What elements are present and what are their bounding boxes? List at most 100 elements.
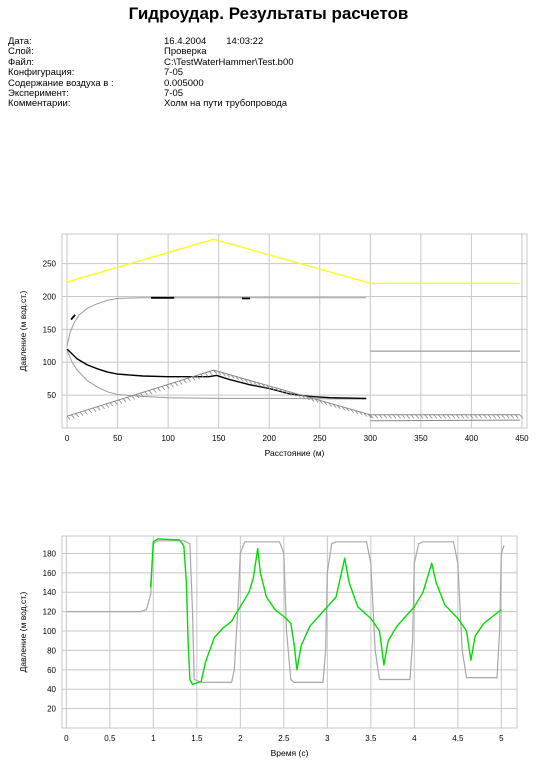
- hatch-tick: [170, 383, 174, 388]
- series-line: [66, 297, 367, 346]
- y-tick-label: 60: [47, 666, 56, 675]
- hatch-tick: [131, 395, 136, 400]
- series-line: [66, 540, 505, 683]
- hatch-tick: [187, 377, 192, 383]
- hatch-tick: [157, 387, 161, 392]
- info-label: Комментарии:: [8, 98, 71, 110]
- x-axis-label: Время (с): [271, 748, 309, 758]
- hatch-tick: [392, 414, 397, 419]
- hatch-tick: [383, 414, 388, 419]
- hatch-tick: [239, 377, 244, 382]
- x-tick-label: 200: [263, 434, 277, 443]
- x-tick-label: 5: [499, 734, 504, 743]
- hatch-tick: [244, 378, 248, 383]
- hatch-tick: [222, 372, 226, 377]
- info-value: 7-05: [164, 67, 184, 79]
- hatch-tick: [483, 414, 487, 419]
- pressure-time-chart: 0 0.5 1 1.5 2 2.5 3 3.5 4 4.5 5 20 40 60 80 100 120 140 16…: [18, 535, 518, 758]
- hatch-tick: [217, 371, 222, 376]
- info-label: Эксперимент:: [8, 88, 69, 100]
- hatch-tick: [122, 398, 127, 403]
- hatch-tick: [337, 405, 341, 410]
- hatch-tick: [319, 400, 323, 405]
- hatch-tick: [292, 392, 297, 397]
- hatch-tick: [75, 413, 79, 418]
- hatch-tick: [397, 414, 401, 419]
- info-row: Слой: Проверка: [8, 46, 294, 58]
- hatch-tick: [519, 414, 524, 419]
- hatch-tick: [83, 410, 88, 415]
- hatch-tick: [501, 414, 506, 419]
- hatch-tick: [359, 411, 363, 416]
- hatch-tick: [140, 392, 144, 397]
- y-tick-label: 160: [43, 569, 57, 578]
- info-row: Эксперимент: 7-05: [8, 88, 294, 100]
- hatch-tick: [79, 411, 84, 416]
- hatch-tick: [248, 379, 253, 384]
- hatch-tick: [354, 410, 359, 415]
- x-axis-label: Расстояние (м): [265, 448, 325, 458]
- hatch-tick: [165, 384, 170, 389]
- hatch-tick: [279, 388, 284, 393]
- info-row: Комментарии: Холм на пути трубопровода: [8, 98, 294, 110]
- hatch-tick: [275, 387, 279, 392]
- plot-area: [61, 535, 518, 729]
- hatch-tick: [474, 414, 478, 419]
- info-row: Дата: 16.4.2004 14:03:22: [8, 36, 294, 47]
- hatch-tick: [288, 391, 293, 396]
- hatch-tick: [297, 393, 301, 398]
- hatch-tick: [328, 402, 332, 407]
- hatch-tick: [332, 403, 337, 408]
- hatch-tick: [88, 409, 92, 414]
- hatch-tick: [261, 383, 266, 388]
- hatch-tick: [401, 414, 406, 419]
- info-label: Дата:: [8, 36, 32, 47]
- series-line: [370, 419, 520, 422]
- x-tick-label: 250: [313, 434, 327, 443]
- hatch-tick: [183, 379, 187, 384]
- x-tick-label: 2.5: [278, 734, 290, 743]
- hatch-tick: [209, 371, 213, 376]
- hatch-tick: [350, 408, 354, 413]
- hatch-tick: [226, 373, 231, 378]
- hatch-tick: [415, 414, 419, 419]
- hatch-tick: [460, 414, 465, 419]
- hatch-tick: [363, 412, 368, 417]
- y-tick-label: 100: [43, 358, 57, 367]
- hatch-tick: [96, 406, 101, 411]
- hatch-tick: [492, 414, 497, 419]
- x-tick-label: 1.5: [191, 734, 203, 743]
- series-line: [70, 314, 76, 321]
- x-tick-label: 3: [325, 734, 330, 743]
- y-tick-label: 80: [47, 646, 56, 655]
- x-tick-label: 0: [65, 434, 70, 443]
- hatch-tick: [515, 414, 519, 419]
- hatch-tick: [451, 414, 456, 419]
- y-tick-label: 100: [43, 627, 57, 636]
- y-tick-label: 40: [47, 685, 56, 694]
- hatch-tick: [428, 414, 433, 419]
- time-value: 14:03:22: [226, 36, 264, 47]
- x-tick-label: 100: [161, 434, 175, 443]
- hatch-tick: [178, 380, 183, 385]
- hatch-tick: [152, 388, 157, 393]
- x-tick-label: 0: [64, 734, 69, 743]
- hatch-tick: [306, 396, 310, 401]
- series-line: [66, 238, 520, 284]
- hatch-tick: [144, 391, 148, 396]
- info-label: Слой:: [8, 46, 34, 58]
- y-tick-label: 120: [43, 608, 57, 617]
- pressure-distance-chart: 0 50 100 150 200 250 300 350 400 450 50 100 150 200 25…: [18, 233, 529, 458]
- hatch-tick: [345, 407, 350, 412]
- info-value: Проверка: [164, 46, 207, 58]
- pipeline-hatch: [66, 369, 524, 420]
- x-tick-label: 150: [212, 434, 226, 443]
- info-value: C:\TestWaterHammer\Test.b00: [164, 56, 294, 68]
- hatch-tick: [433, 414, 438, 419]
- x-tick-label: 300: [364, 434, 378, 443]
- date-value: 16.4.2004: [164, 36, 207, 47]
- series-line: [66, 350, 367, 400]
- info-row: Файл: C:\TestWaterHammer\Test.b00: [8, 56, 294, 68]
- x-tick-label: 4.5: [452, 734, 464, 743]
- hatch-tick: [174, 382, 179, 387]
